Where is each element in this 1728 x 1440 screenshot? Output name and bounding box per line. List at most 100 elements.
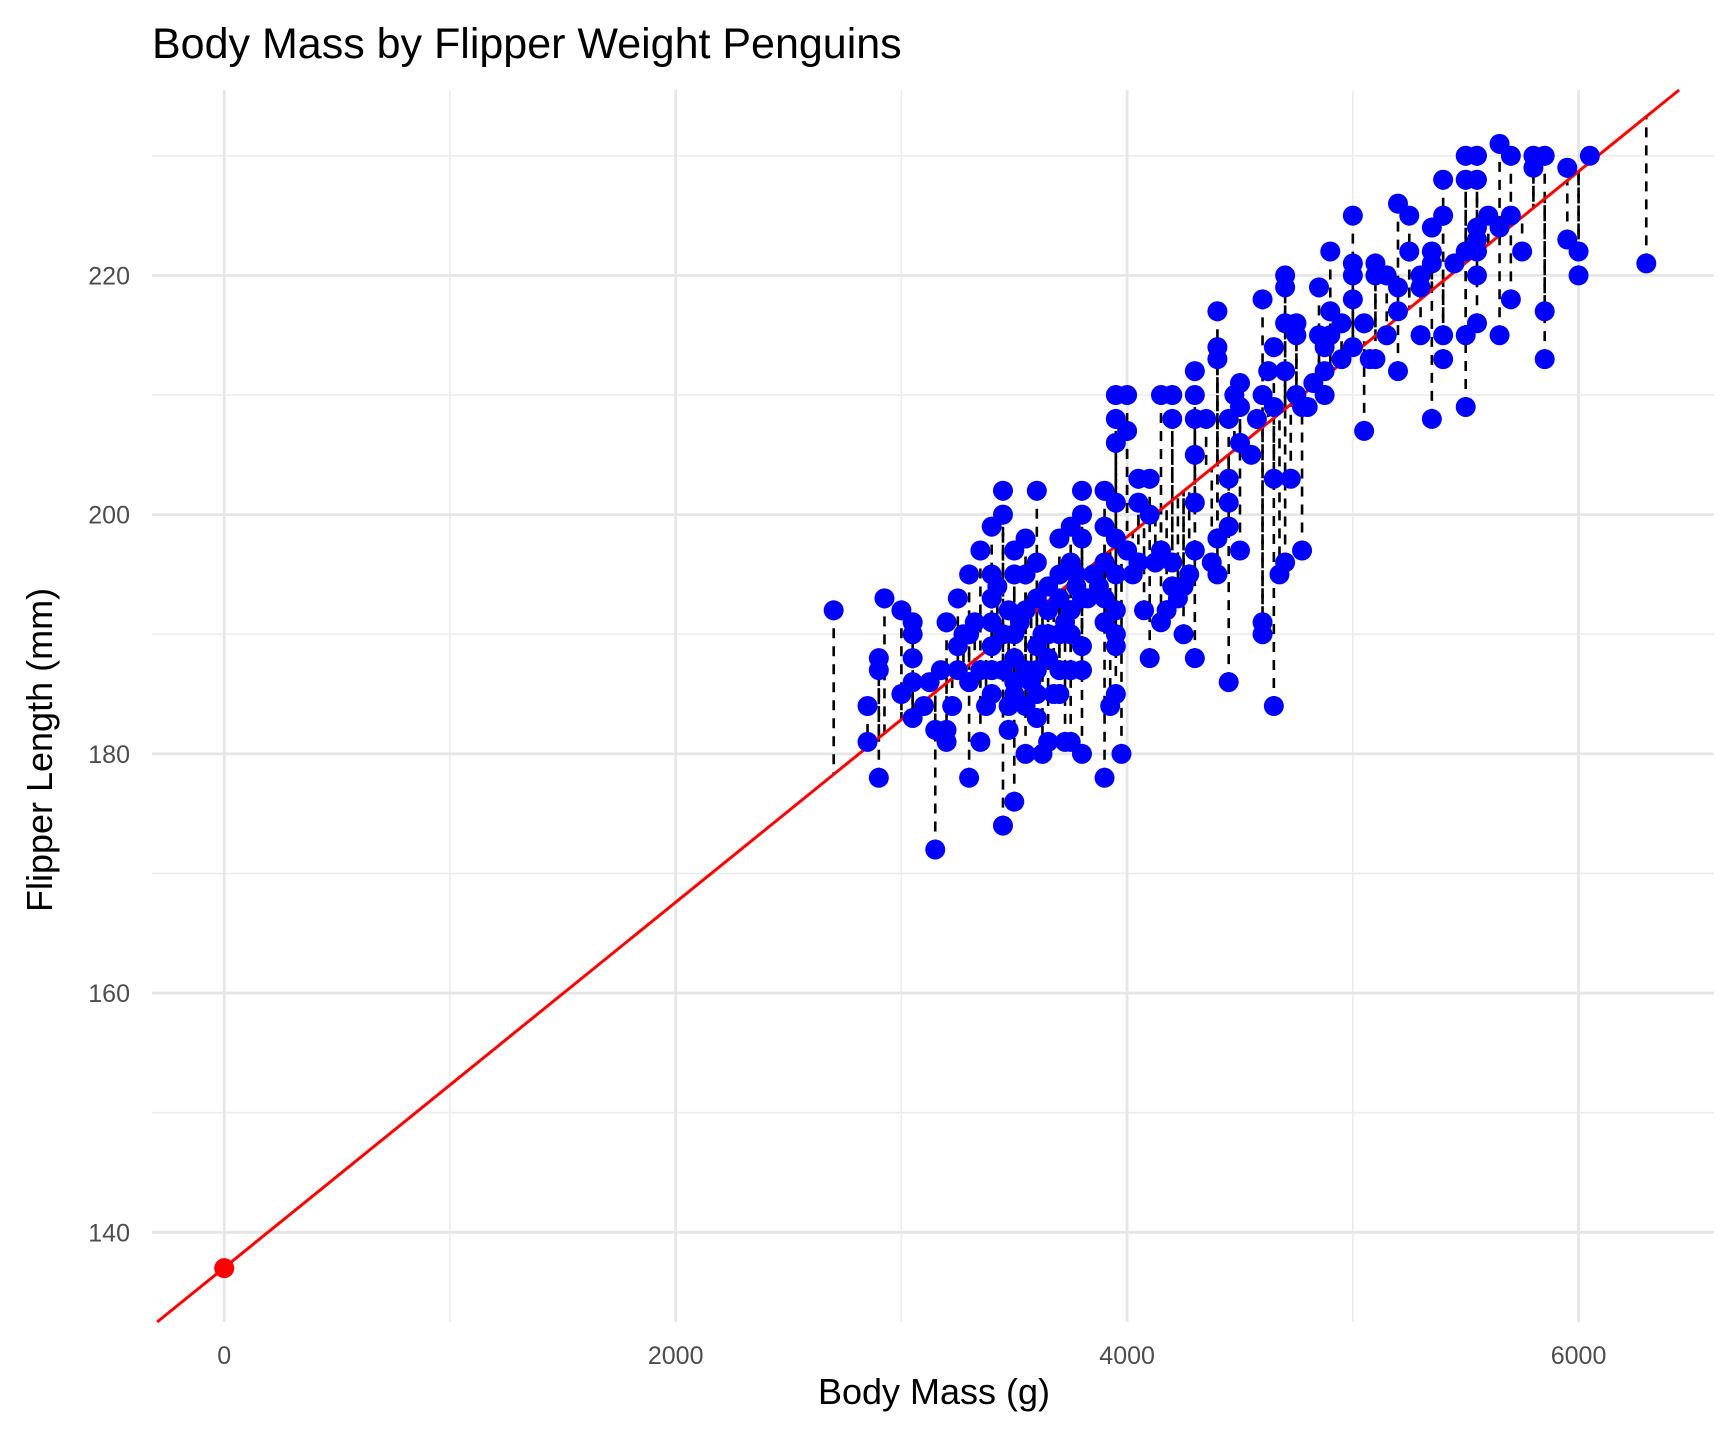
- data-point: [1241, 444, 1262, 465]
- data-point: [930, 660, 951, 681]
- data-point: [1376, 325, 1397, 346]
- data-point: [1410, 325, 1431, 346]
- data-point: [1105, 624, 1126, 645]
- data-point: [1218, 468, 1239, 489]
- data-point: [1331, 313, 1352, 334]
- data-point: [1387, 301, 1408, 322]
- intercept-point: [214, 1258, 235, 1279]
- data-point: [1218, 516, 1239, 537]
- data-point: [1500, 145, 1521, 166]
- data-point: [1354, 420, 1375, 441]
- data-point: [1354, 313, 1375, 334]
- data-point: [1342, 289, 1363, 310]
- data-point: [1399, 241, 1420, 262]
- x-tick-labels: 0 2000 4000 6000: [217, 1342, 1606, 1370]
- data-point: [1117, 420, 1138, 441]
- data-point: [1026, 480, 1047, 501]
- data-point: [925, 839, 946, 860]
- data-point: [1071, 528, 1092, 549]
- data-point: [992, 504, 1013, 525]
- data-point: [874, 588, 895, 609]
- data-point: [1117, 385, 1138, 406]
- data-point: [1342, 337, 1363, 358]
- data-point: [1162, 552, 1183, 573]
- data-point: [981, 684, 1002, 705]
- data-points: [214, 133, 1657, 1279]
- data-point: [1534, 349, 1555, 370]
- data-point: [1105, 564, 1126, 585]
- data-point: [1489, 325, 1510, 346]
- data-point: [1207, 301, 1228, 322]
- data-point: [1512, 241, 1533, 262]
- data-point: [1139, 648, 1160, 669]
- data-point: [1557, 157, 1578, 178]
- data-point: [1049, 684, 1070, 705]
- y-tick-label: 220: [88, 262, 130, 290]
- data-point: [868, 648, 889, 669]
- data-point: [1229, 373, 1250, 394]
- data-point: [1173, 624, 1194, 645]
- data-point: [1568, 241, 1589, 262]
- data-point: [1263, 396, 1284, 417]
- data-point: [1308, 277, 1329, 298]
- data-point: [1071, 660, 1092, 681]
- data-point: [1280, 468, 1301, 489]
- data-point: [1466, 313, 1487, 334]
- data-point: [1111, 743, 1132, 764]
- data-point: [1128, 552, 1149, 573]
- data-point: [970, 731, 991, 752]
- data-point: [1026, 684, 1047, 705]
- data-point: [1252, 289, 1273, 310]
- data-point: [1636, 253, 1657, 274]
- data-point: [1184, 540, 1205, 561]
- data-point: [1342, 253, 1363, 274]
- data-point: [959, 564, 980, 585]
- data-point: [1105, 684, 1126, 705]
- data-point: [1387, 277, 1408, 298]
- data-point: [936, 612, 957, 633]
- data-point: [947, 588, 968, 609]
- data-point: [1466, 265, 1487, 286]
- data-point: [1387, 361, 1408, 382]
- data-point: [868, 767, 889, 788]
- data-point: [970, 540, 991, 561]
- data-point: [1218, 672, 1239, 693]
- data-point: [1004, 791, 1025, 812]
- data-point: [1134, 600, 1155, 621]
- y-tick-label: 200: [88, 502, 130, 530]
- data-point: [1184, 385, 1205, 406]
- data-point: [1071, 636, 1092, 657]
- data-point: [1071, 743, 1092, 764]
- data-point: [1105, 492, 1126, 513]
- data-point: [1207, 564, 1228, 585]
- data-point: [959, 767, 980, 788]
- data-point: [1399, 205, 1420, 226]
- data-point: [1184, 444, 1205, 465]
- data-point: [1015, 528, 1036, 549]
- data-point: [1071, 504, 1092, 525]
- x-axis-title: Body Mass (g): [818, 1371, 1050, 1412]
- y-tick-label: 160: [88, 980, 130, 1008]
- data-point: [1015, 743, 1036, 764]
- x-tick-label: 4000: [1099, 1342, 1155, 1370]
- data-point: [1105, 600, 1126, 621]
- data-point: [1297, 396, 1318, 417]
- data-point: [1179, 564, 1200, 585]
- data-point: [1196, 408, 1217, 429]
- x-tick-label: 6000: [1551, 1342, 1607, 1370]
- data-point: [1258, 361, 1279, 382]
- data-point: [1246, 408, 1267, 429]
- data-point: [1139, 468, 1160, 489]
- data-point: [902, 612, 923, 633]
- data-point: [992, 480, 1013, 501]
- y-tick-label: 180: [88, 741, 130, 769]
- data-point: [1534, 145, 1555, 166]
- grid-lines: [152, 90, 1714, 1322]
- data-point: [1275, 552, 1296, 573]
- data-point: [1500, 289, 1521, 310]
- data-point: [1184, 648, 1205, 669]
- data-point: [1252, 612, 1273, 633]
- data-point: [1433, 325, 1454, 346]
- data-point: [1184, 361, 1205, 382]
